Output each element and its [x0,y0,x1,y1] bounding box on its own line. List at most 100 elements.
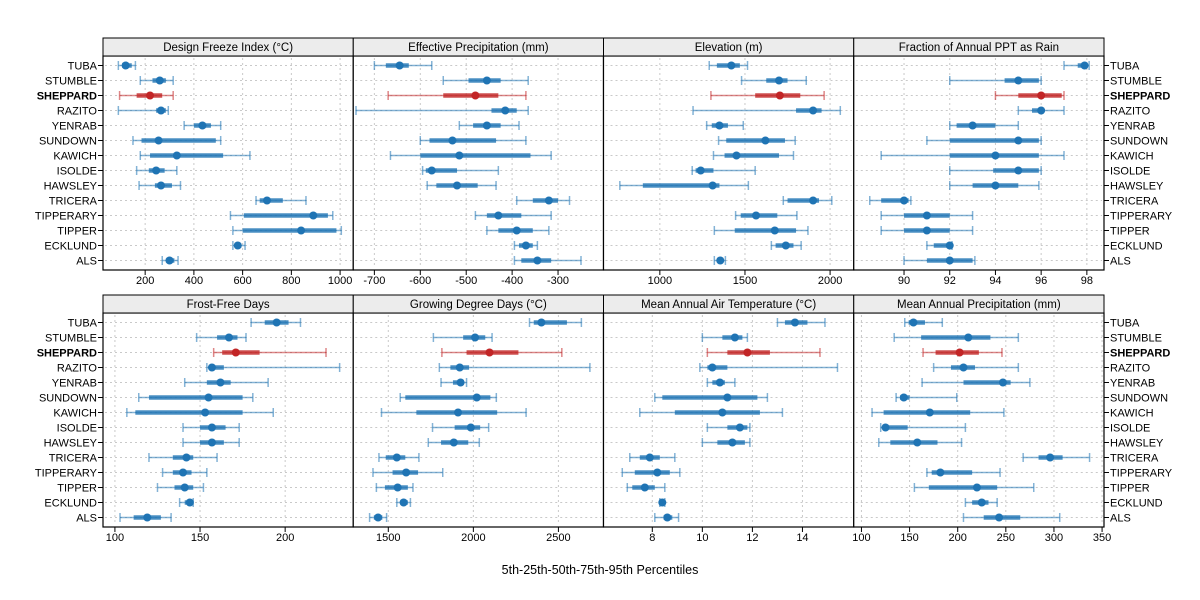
percentile-row-razito [699,363,839,372]
median-dot [512,226,521,235]
percentile-row-yenrab [948,121,1020,130]
median-dot [696,166,705,175]
median-dot [964,333,973,342]
median-dot [482,76,491,85]
x-axis-caption: 5th-25th-50th-75th-95th Percentiles [501,563,699,577]
percentile-row-sheppard [710,91,825,100]
median-dot [640,483,649,492]
percentile-row-ecklund [964,498,998,507]
median-dot [537,318,546,327]
percentile-row-tricera [782,196,833,205]
percentile-row-sundown [132,136,222,145]
x-tick-label: 1500 [733,275,757,287]
site-label-right-tricera: TRICERA [1110,196,1159,208]
median-dot [922,211,931,220]
median-dot [521,241,530,250]
percentile-row-tricera [148,453,218,462]
site-label-left-tricera: TRICERA [49,453,98,465]
percentile-row-stumble [948,76,1042,85]
percentile-row-hawsley [426,181,497,190]
site-label-right-tuba: TUBA [1110,318,1140,330]
site-label-right-isolde: ISOLDE [1110,166,1150,178]
percentile-row-sundown [926,136,1042,145]
percentile-row-stumble [701,333,749,342]
median-dot [154,136,163,145]
x-tick-label: -500 [455,275,477,287]
panel-body [853,313,1104,527]
median-dot [945,241,954,250]
percentile-row-kawich [880,151,1065,160]
percentile-row-tipper [880,226,974,235]
percentile-row-stumble [442,76,529,85]
median-dot [715,121,724,130]
percentile-row-tipperary [880,211,974,220]
panel-body [103,313,354,527]
median-dot [945,256,954,265]
median-dot [501,106,510,115]
median-dot [761,136,770,145]
percentile-row-tuba [904,318,944,327]
x-tick-label: 100 [852,532,870,544]
x-tick-label: -400 [501,275,523,287]
percentile-row-hawsley [182,438,240,447]
panel-body [853,56,1104,270]
median-dot [925,408,934,417]
site-label-left-sheppard: SHEPPARD [37,91,97,103]
median-dot [152,166,161,175]
x-tick-label: -600 [409,275,431,287]
percentile-row-tuba [776,318,826,327]
x-tick-label: 600 [233,275,251,287]
site-label-right-ecklund: ECKLUND [1110,241,1163,253]
site-label-right-als: ALS [1110,256,1131,268]
median-dot [393,483,402,492]
median-dot [922,226,931,235]
median-dot [146,91,155,100]
median-dot [233,241,242,250]
percentile-row-hawsley [619,181,750,190]
percentile-row-als [368,513,388,522]
site-label-right-kawich: KAWICH [1110,408,1154,420]
site-label-left-kawich: KAWICH [53,151,97,163]
x-tick-label: 350 [1093,532,1111,544]
percentile-row-ecklund [658,498,667,507]
site-label-right-sundown: SUNDOWN [1110,136,1168,148]
x-tick-label: 2000 [818,275,842,287]
x-tick-label: 200 [949,532,967,544]
percentile-row-isolde [948,166,1042,175]
percentile-row-yenrab [706,378,736,387]
percentile-row-tipperary [229,211,334,220]
percentile-row-sheppard [706,348,821,357]
panel-body [603,56,854,270]
median-dot [472,393,481,402]
median-dot [466,423,475,432]
site-label-left-tipper: TIPPER [57,483,97,495]
percentile-row-isolde [421,166,500,175]
median-dot [653,468,662,477]
x-tick-label: 90 [898,275,910,287]
median-dot [179,468,188,477]
x-tick-label: 1500 [376,532,400,544]
median-dot [165,256,174,265]
panel-strip-title: Design Freeze Index (°C) [163,42,293,54]
median-dot [533,256,542,265]
percentile-row-yenrab [440,378,468,387]
percentile-row-stumble [432,333,493,342]
median-dot [482,121,491,130]
panel-strip [853,37,1105,57]
percentile-row-yenrab [921,378,1031,387]
median-dot [309,211,318,220]
median-dot [207,423,216,432]
percentile-row-als [161,256,179,265]
site-label-right-razito: RAZITO [1110,106,1151,118]
median-dot [663,513,672,522]
percentile-row-razito [932,363,1020,372]
percentile-row-isolde [182,423,240,432]
median-dot [455,363,464,372]
median-dot [770,226,779,235]
percentile-row-razito [1017,106,1065,115]
percentile-row-tricera [1022,453,1091,462]
percentile-row-sundown [399,393,498,402]
percentile-row-isolde [879,423,967,432]
panel-strip-title: Elevation (m) [695,42,763,54]
